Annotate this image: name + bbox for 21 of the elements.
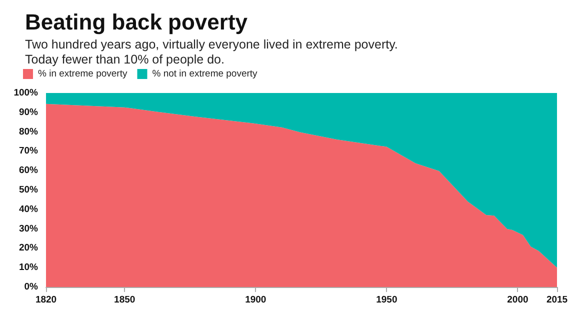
x-tick-label: 2000 [507,294,528,306]
chart-subtitle: Two hundred years ago, virtually everyone lived in extreme poverty. Today fewer than 10% of people do. [25,38,398,66]
x-tick-label: 1900 [245,294,266,306]
y-tick-label: 60% [18,165,39,176]
chart-title: Beating back poverty [25,10,248,34]
y-tick-label: 80% [18,126,39,138]
y-tick-label: 90% [18,106,39,118]
y-tick-label: 10% [18,262,39,274]
y-tick-label: 50% [18,184,39,196]
x-tick-label: 1950 [376,294,398,306]
x-tick-label: 1850 [114,294,136,306]
y-tick-label: 40% [18,204,39,215]
y-tick-label: 20% [18,242,39,254]
x-tick-label: 2015 [546,294,568,306]
y-tick-label: 70% [18,146,39,157]
y-tick-label: 0% [24,282,39,292]
x-tick-label: 1820 [35,294,57,306]
y-tick-label: 30% [18,223,39,234]
legend-label: % in extreme poverty [38,68,128,80]
legend-label: % not in extreme poverty [152,68,258,80]
y-tick-label: 100% [14,88,39,98]
